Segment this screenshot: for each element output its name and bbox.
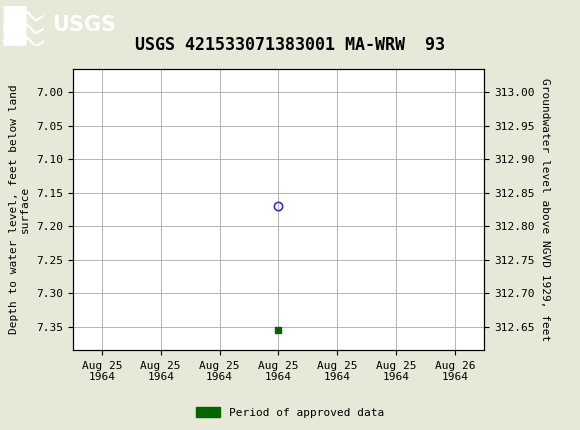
Y-axis label: Depth to water level, feet below land
surface: Depth to water level, feet below land su… — [9, 85, 30, 335]
Y-axis label: Groundwater level above NGVD 1929, feet: Groundwater level above NGVD 1929, feet — [540, 78, 550, 341]
Legend: Period of approved data: Period of approved data — [191, 403, 389, 422]
Text: ▊: ▊ — [3, 5, 33, 45]
Text: USGS: USGS — [52, 15, 116, 35]
Text: USGS 421533071383001 MA-WRW  93: USGS 421533071383001 MA-WRW 93 — [135, 36, 445, 54]
